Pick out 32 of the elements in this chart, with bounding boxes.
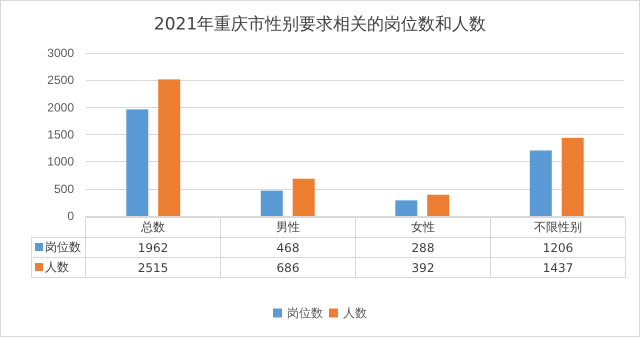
x-tick-label: 男性 [220,218,356,238]
bar [158,79,180,216]
bar [530,150,552,216]
legend-label: 岗位数 [32,238,86,258]
data-label: 1962 [86,238,220,258]
y-tick-label: 2500 [47,73,74,88]
bar [395,200,418,216]
x-tick-label: 女性 [356,218,490,238]
text: 岗位数 [287,306,323,320]
bar [562,138,584,216]
data-label: 1206 [490,238,626,258]
data-label: 2515 [86,258,220,278]
y-tick-label: 3000 [47,46,74,60]
chart-title: 2021年重庆市性别要求相关的岗位数和人数 [154,14,486,34]
y-tick-label: 0 [67,209,74,223]
data-label: 392 [356,258,490,278]
x-tick-label: 总数 [86,218,220,238]
y-tick-label: 1500 [47,128,74,142]
bar [260,190,283,216]
legend-label: 人数 [343,306,367,320]
y-tick-label: 1000 [47,154,74,169]
y-tick-label: 2000 [47,100,74,114]
bar [427,194,450,216]
data-label: 686 [220,258,356,278]
text: 人数 [45,260,69,274]
y-tick-label: 500 [54,182,74,196]
data-label: 468 [220,238,356,258]
data-label: 288 [356,238,490,258]
bar [126,109,148,216]
bar [292,178,315,216]
data-label: 1437 [490,258,626,278]
x-tick-label: 不限性别 [490,218,626,238]
